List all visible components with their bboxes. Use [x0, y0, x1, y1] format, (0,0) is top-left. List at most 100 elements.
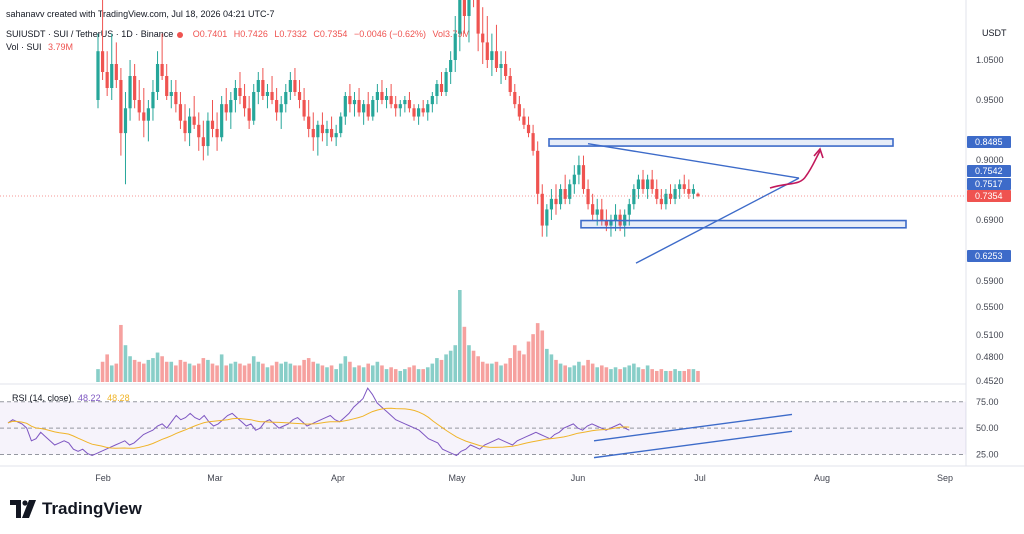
candle-body — [646, 179, 650, 190]
volume-bar — [348, 361, 352, 382]
volume-bar — [334, 369, 338, 382]
candle-body — [613, 214, 618, 220]
candle-body — [178, 104, 183, 121]
support-zone — [580, 219, 907, 229]
candle-body — [339, 116, 343, 134]
volume-bar — [471, 350, 476, 382]
candle-body — [568, 184, 572, 199]
volume-bar — [458, 290, 462, 382]
volume-bar — [425, 367, 430, 382]
candle-body — [384, 96, 389, 100]
volume-bar — [128, 356, 132, 382]
candle-body — [540, 193, 544, 226]
candle-body — [288, 80, 292, 92]
volume-bar — [274, 361, 279, 382]
price-label-box — [967, 178, 1011, 190]
volume-bar — [96, 369, 100, 382]
volume-bar — [375, 361, 380, 382]
volume-bar — [297, 365, 302, 382]
symbol-name[interactable]: SUIUSDT · SUI / TetherUS · 1D · Binance — [6, 29, 174, 39]
volume-bar — [622, 367, 627, 382]
brand[interactable]: TradingView — [10, 499, 142, 519]
volume-bar — [261, 363, 265, 382]
candle-body — [100, 51, 105, 72]
candle-body — [297, 92, 302, 100]
candle-body — [581, 165, 586, 190]
volume-bar — [210, 363, 215, 382]
candle-body — [558, 189, 563, 205]
candle-body — [261, 80, 265, 96]
volume-bar — [586, 359, 590, 382]
volume-bar — [371, 365, 375, 382]
candle-body — [691, 189, 695, 194]
candle-body — [311, 128, 315, 138]
volume-legend[interactable]: Vol · SUI 3.79M — [6, 42, 73, 52]
candle-body — [439, 84, 444, 92]
volume-bar — [416, 369, 421, 382]
volume-bar — [384, 369, 389, 382]
candle-body — [407, 100, 412, 109]
volume-bar — [196, 363, 201, 382]
candle-body — [531, 133, 535, 151]
candle-body — [549, 198, 554, 210]
rsi-legend[interactable]: RSI (14, close) 48.22 48.28 — [12, 393, 130, 403]
volume-bar — [595, 367, 600, 382]
volume-bar — [265, 367, 270, 382]
candle-body — [169, 92, 173, 96]
candle-body — [536, 150, 540, 194]
created-by-text: sahanavv created with TradingView.com, J… — [6, 9, 275, 19]
triangle-lower-line — [635, 177, 800, 264]
volume-bar — [526, 341, 531, 382]
candle-body — [504, 64, 508, 76]
volume-bar — [192, 365, 196, 382]
volume-legend-value: 3.79M — [48, 42, 74, 52]
volume-bar — [545, 348, 549, 382]
volume-bar — [444, 354, 448, 382]
candle-body — [352, 100, 357, 105]
volume-bar — [187, 363, 192, 382]
volume-bar — [476, 356, 480, 382]
volume-bar — [641, 369, 645, 382]
rsi-channel-upper — [593, 413, 793, 442]
volume-bar — [430, 363, 435, 382]
candle-body — [517, 104, 521, 117]
close-value: C0.7354 — [313, 29, 348, 39]
volume-bar — [100, 361, 105, 382]
volume-bar — [238, 363, 242, 382]
volume-bar — [645, 365, 650, 382]
candle-body — [655, 189, 659, 199]
symbol-header: SUIUSDT · SUI / TetherUS · 1D · Binance … — [6, 29, 470, 39]
candle-body — [586, 189, 590, 205]
volume-bar — [311, 361, 316, 382]
time-tick-label: Apr — [331, 473, 345, 483]
volume-bar — [499, 365, 503, 382]
candle-body — [233, 88, 237, 100]
volume-bar — [453, 345, 458, 382]
candle-body — [192, 116, 196, 125]
volume-bar — [366, 363, 371, 382]
time-tick-label: Jul — [694, 473, 706, 483]
rsi-value: 48.22 — [78, 393, 101, 403]
candle-body — [403, 100, 407, 105]
volume-bar — [105, 354, 109, 382]
candle-body — [398, 104, 402, 109]
candle-body — [696, 193, 700, 196]
volume-bar — [600, 365, 604, 382]
rsi-ma-line — [7, 407, 630, 449]
candle-body — [302, 100, 306, 117]
candle-body — [210, 120, 215, 129]
candle-body — [343, 96, 347, 117]
volume-bar — [494, 361, 499, 382]
candle-body — [591, 204, 595, 215]
candle-body — [673, 189, 677, 199]
candle-body — [563, 189, 567, 199]
candle-body — [256, 80, 260, 92]
candle-body — [572, 174, 576, 185]
rsi-tick-label: 75.00 — [976, 397, 999, 407]
rsi-tick-label: 50.00 — [976, 423, 999, 433]
rsi-legend-title: RSI (14, close) — [12, 393, 72, 403]
candle-body — [334, 133, 338, 138]
price-tick-label: 0.4520 — [976, 376, 1004, 386]
candle-body — [641, 179, 645, 190]
